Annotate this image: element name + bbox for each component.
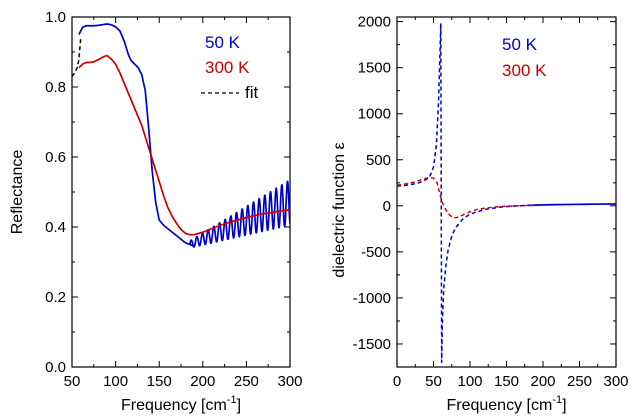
x-axis-title: Frequency [cm-1] bbox=[121, 394, 241, 414]
y-tick-label: 1000 bbox=[358, 106, 391, 123]
y-tick-label: 0 bbox=[383, 198, 391, 215]
y-tick-label: 1.0 bbox=[45, 9, 66, 26]
x-tick-label: 150 bbox=[147, 373, 172, 390]
x-axis-title: Frequency [cm-1] bbox=[446, 394, 566, 414]
x-tick-label: 200 bbox=[530, 373, 555, 390]
series-line-50-k bbox=[397, 22, 529, 364]
y-axis-title: Reflectance bbox=[9, 150, 26, 235]
series-line-300-k bbox=[78, 54, 290, 236]
plot-area bbox=[72, 23, 290, 248]
x-tick-label: 300 bbox=[277, 373, 302, 390]
series-line-50-k bbox=[78, 23, 290, 248]
series-line-300-k bbox=[397, 176, 536, 219]
y-tick-label: -1500 bbox=[353, 336, 391, 353]
y-axis-title: dielectric function ε bbox=[331, 142, 348, 277]
plot-frame bbox=[71, 16, 291, 368]
x-tick-label: 100 bbox=[457, 373, 482, 390]
y-tick-label: 0.8 bbox=[45, 79, 66, 96]
y-tick-label: 0.0 bbox=[45, 359, 66, 376]
legend-label: 300 K bbox=[205, 58, 250, 77]
series-line-50-k bbox=[528, 203, 616, 207]
plot-area bbox=[397, 22, 616, 364]
x-tick-label: 200 bbox=[190, 373, 215, 390]
y-tick-label: 0.6 bbox=[45, 149, 66, 166]
x-tick-label: 150 bbox=[494, 373, 519, 390]
x-tick-label: 50 bbox=[64, 373, 81, 390]
x-tick-label: 300 bbox=[603, 373, 628, 390]
y-tick-label: -1000 bbox=[353, 290, 391, 307]
y-tick-label: 500 bbox=[366, 152, 391, 169]
x-tick-label: 0 bbox=[393, 373, 401, 390]
x-tick-label: 250 bbox=[567, 373, 592, 390]
legend-label: 50 K bbox=[205, 33, 241, 52]
legend-label: 300 K bbox=[502, 61, 547, 80]
x-tick-label: 50 bbox=[425, 373, 442, 390]
legend-label-fit: fit bbox=[245, 83, 259, 102]
series-line-fit bbox=[72, 37, 82, 77]
y-tick-label: 1500 bbox=[358, 60, 391, 77]
legend-label: 50 K bbox=[502, 35, 538, 54]
chart-left: 50 100 150 200 250 300 0.0 0.2 0.4 0.6 0.8 1.0 Frequ… bbox=[9, 9, 303, 414]
y-tick-label: 2000 bbox=[358, 14, 391, 31]
x-tick-label: 250 bbox=[234, 373, 259, 390]
y-tick-label: 0.2 bbox=[45, 289, 66, 306]
chart-right: 0 50 100 150 200 250 300 -1500 -1000 -500 0 500 1000… bbox=[331, 14, 629, 414]
y-tick-label: -500 bbox=[361, 244, 391, 261]
x-tick-label: 100 bbox=[103, 373, 128, 390]
y-tick-label: 0.4 bbox=[45, 219, 66, 236]
